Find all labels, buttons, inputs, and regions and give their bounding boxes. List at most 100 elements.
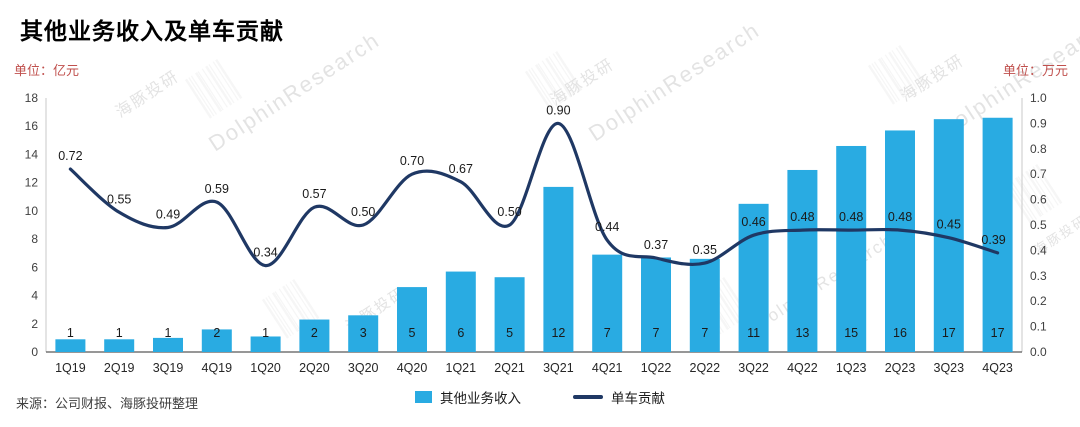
svg-text:2Q22: 2Q22 (690, 361, 721, 375)
svg-text:2Q20: 2Q20 (299, 361, 330, 375)
svg-text:0.48: 0.48 (888, 210, 912, 224)
svg-text:8: 8 (31, 232, 38, 246)
svg-text:DolphinResearch: DolphinResearch (752, 230, 897, 333)
svg-text:0.9: 0.9 (1030, 116, 1047, 130)
svg-text:3: 3 (360, 326, 367, 340)
svg-text:DolphinResearch: DolphinResearch (204, 27, 384, 156)
svg-text:1: 1 (67, 326, 74, 340)
svg-text:0.3: 0.3 (1030, 269, 1047, 283)
svg-text:1.0: 1.0 (1030, 91, 1047, 105)
svg-text:0.57: 0.57 (302, 187, 326, 201)
svg-text:3Q23: 3Q23 (934, 361, 965, 375)
svg-text:0.1: 0.1 (1030, 320, 1047, 334)
svg-text:2: 2 (213, 326, 220, 340)
svg-text:6: 6 (457, 326, 464, 340)
svg-text:1Q23: 1Q23 (836, 361, 867, 375)
source-note: 来源：公司财报、海豚投研整理 (16, 396, 199, 411)
svg-text:3Q21: 3Q21 (543, 361, 574, 375)
legend: 其他业务收入 单车贡献 (0, 387, 1080, 407)
svg-text:1: 1 (262, 326, 269, 340)
svg-text:2Q21: 2Q21 (494, 361, 525, 375)
svg-text:海豚投研: 海豚投研 (112, 67, 182, 121)
svg-text:4Q23: 4Q23 (982, 361, 1013, 375)
svg-text:0.6: 0.6 (1030, 193, 1047, 207)
svg-text:5: 5 (506, 326, 513, 340)
legend-item-line-series: 单车贡献 (573, 387, 665, 407)
svg-text:10: 10 (25, 204, 39, 218)
svg-text:0.55: 0.55 (107, 192, 131, 206)
svg-text:0.5: 0.5 (1030, 218, 1047, 232)
svg-text:0.49: 0.49 (156, 208, 180, 222)
legend-item-bar-series: 其他业务收入 (415, 387, 521, 407)
svg-text:0.48: 0.48 (790, 210, 814, 224)
line-series (68, 121, 1000, 268)
svg-text:2: 2 (311, 326, 318, 340)
svg-text:4Q22: 4Q22 (787, 361, 818, 375)
svg-text:0.48: 0.48 (839, 210, 863, 224)
svg-text:12: 12 (25, 176, 39, 190)
bar-series-swatch (415, 391, 432, 403)
legend-label-bar-series: 其他业务收入 (440, 391, 521, 406)
legend-label-line-series: 单车贡献 (611, 391, 665, 406)
svg-text:0.34: 0.34 (253, 246, 277, 260)
svg-text:0.67: 0.67 (449, 162, 473, 176)
svg-text:1Q19: 1Q19 (55, 361, 86, 375)
svg-text:17: 17 (991, 326, 1005, 340)
svg-text:4Q20: 4Q20 (397, 361, 428, 375)
svg-text:0.72: 0.72 (58, 149, 82, 163)
svg-text:15: 15 (844, 326, 858, 340)
x-axis-labels: 1Q19 2Q19 3Q19 4Q19 1Q20 2Q20 3Q20 4Q20 1Q21 2Q21… (55, 361, 1013, 375)
svg-text:11: 11 (747, 326, 760, 340)
svg-text:17: 17 (942, 326, 956, 340)
svg-text:海豚投研: 海豚投研 (547, 55, 617, 109)
svg-text:2: 2 (31, 317, 38, 331)
svg-text:0.7: 0.7 (1030, 167, 1047, 181)
svg-text:0.70: 0.70 (400, 154, 424, 168)
svg-text:14: 14 (25, 147, 39, 161)
svg-text:0.50: 0.50 (497, 205, 521, 219)
bar-data-labels: 1 1 1 2 1 2 3 5 6 5 12 7 7 7 11 13 15 16 17 17 (67, 326, 1005, 340)
line-series-swatch (573, 395, 603, 399)
svg-text:12: 12 (551, 326, 565, 340)
left-axis-unit-label: 单位：亿元 (14, 63, 80, 78)
svg-text:0.37: 0.37 (644, 238, 668, 252)
svg-text:2Q23: 2Q23 (885, 361, 916, 375)
svg-text:1: 1 (116, 326, 123, 340)
svg-text:0.39: 0.39 (981, 233, 1005, 247)
svg-text:0.50: 0.50 (351, 205, 375, 219)
right-axis-ticks: 0.0 0.1 0.2 0.3 0.4 0.5 0.6 0.7 0.8 0.9 1.0 (1030, 91, 1047, 359)
svg-text:6: 6 (31, 260, 38, 274)
svg-text:0.2: 0.2 (1030, 294, 1047, 308)
svg-text:7: 7 (701, 326, 708, 340)
svg-text:0.4: 0.4 (1030, 243, 1047, 257)
svg-text:16: 16 (893, 326, 907, 340)
svg-text:3Q20: 3Q20 (348, 361, 379, 375)
svg-text:0.59: 0.59 (205, 182, 229, 196)
left-axis-ticks: 0 2 4 6 8 10 12 14 16 18 (25, 91, 39, 359)
svg-text:7: 7 (653, 326, 660, 340)
svg-text:0.46: 0.46 (741, 215, 765, 229)
svg-text:1Q21: 1Q21 (446, 361, 477, 375)
svg-text:16: 16 (25, 119, 39, 133)
svg-text:4: 4 (31, 289, 38, 303)
svg-text:4Q21: 4Q21 (592, 361, 623, 375)
chart-title: 其他业务收入及单车贡献 (20, 18, 284, 44)
svg-text:1: 1 (165, 326, 172, 340)
bar-series (55, 117, 1013, 353)
svg-text:18: 18 (25, 91, 39, 105)
svg-text:3Q22: 3Q22 (738, 361, 769, 375)
svg-text:3Q19: 3Q19 (153, 361, 184, 375)
svg-text:5: 5 (409, 326, 416, 340)
svg-text:0.90: 0.90 (546, 103, 570, 117)
svg-text:7: 7 (604, 326, 611, 340)
line-data-labels: 0.72 0.55 0.49 0.59 0.34 0.57 0.50 0.70 0.67 0.50… (58, 103, 1006, 259)
svg-text:DolphinResearch: DolphinResearch (584, 17, 764, 146)
svg-text:0.8: 0.8 (1030, 142, 1047, 156)
right-axis-unit-label: 单位：万元 (1002, 63, 1068, 78)
svg-text:0.45: 0.45 (937, 218, 961, 232)
svg-text:0.35: 0.35 (693, 243, 717, 257)
svg-text:1Q20: 1Q20 (250, 361, 281, 375)
svg-text:0: 0 (31, 345, 38, 359)
svg-text:13: 13 (795, 326, 809, 340)
